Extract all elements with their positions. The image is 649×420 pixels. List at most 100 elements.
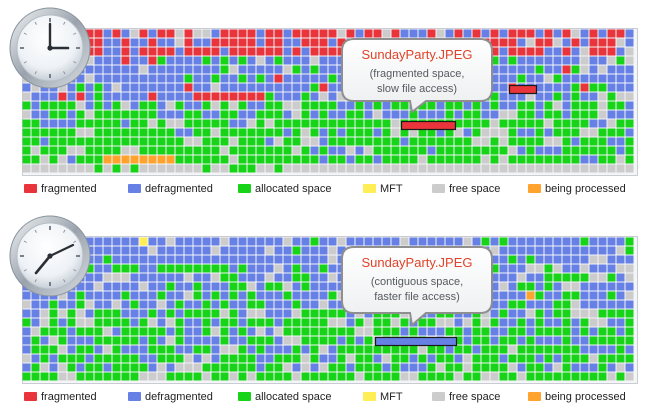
cluster-block [247,282,256,291]
cluster-block [598,255,607,264]
cluster-block [40,164,49,173]
cluster-block [319,309,328,318]
cluster-block [67,92,76,101]
cluster-block [364,237,373,246]
cluster-block [76,92,85,101]
cluster-block [562,47,571,56]
cluster-block [310,101,319,110]
cluster-block [229,273,238,282]
cluster-block [346,354,355,363]
cluster-block [283,47,292,56]
cluster-block [157,354,166,363]
cluster-block [157,146,166,155]
cluster-block [562,318,571,327]
cluster-block [103,282,112,291]
cluster-block [562,110,571,119]
cluster-block [220,74,229,83]
cluster-block [490,65,499,74]
cluster-block [256,101,265,110]
cluster-block [598,327,607,336]
cluster-block [625,128,634,137]
cluster-block [274,74,283,83]
cluster-block [535,47,544,56]
cluster-block [391,327,400,336]
cluster-block [220,146,229,155]
cluster-block [265,273,274,282]
cluster-block [292,237,301,246]
cluster-block [553,47,562,56]
cluster-block [22,300,31,309]
cluster-block [499,255,508,264]
cluster-block [175,264,184,273]
cluster-block [193,101,202,110]
cluster-block [130,237,139,246]
cluster-block [535,363,544,372]
cluster-block [229,128,238,137]
cluster-block [301,237,310,246]
cluster-block [220,282,229,291]
cluster-block [166,336,175,345]
cluster-block [319,354,328,363]
cluster-block [94,110,103,119]
cluster-block [346,101,355,110]
cluster-block [202,336,211,345]
cluster-block [562,309,571,318]
cluster-block [526,309,535,318]
cluster-block [490,56,499,65]
cluster-block [364,318,373,327]
cluster-block [364,101,373,110]
cluster-block [373,318,382,327]
cluster-block [337,128,346,137]
cluster-block [292,255,301,264]
cluster-block [157,282,166,291]
cluster-block [265,92,274,101]
cluster-block [130,65,139,74]
cluster-block [148,74,157,83]
cluster-block [337,146,346,155]
cluster-block [445,146,454,155]
cluster-block [571,65,580,74]
cluster-block [202,101,211,110]
cluster-block [598,137,607,146]
cluster-block [175,246,184,255]
cluster-block [301,372,310,381]
cluster-block [400,318,409,327]
cluster-block [544,65,553,74]
cluster-block [211,318,220,327]
cluster-block [130,354,139,363]
cluster-block [328,137,337,146]
cluster-block [490,83,499,92]
cluster-block [229,47,238,56]
callout-file-name: SundayParty.JPEG [361,255,473,270]
cluster-block [202,237,211,246]
cluster-block [607,137,616,146]
cluster-block [463,101,472,110]
cluster-block [184,273,193,282]
cluster-block [373,327,382,336]
cluster-block [463,354,472,363]
cluster-block [535,273,544,282]
cluster-block [355,354,364,363]
cluster-block [40,354,49,363]
cluster-block [580,119,589,128]
cluster-block [454,128,463,137]
cluster-block [247,38,256,47]
cluster-block [301,92,310,101]
cluster-block [562,273,571,282]
cluster-block [508,336,517,345]
cluster-block [247,164,256,173]
cluster-block [292,137,301,146]
cluster-block [103,363,112,372]
cluster-block [454,119,463,128]
cluster-block [544,345,553,354]
cluster-block [85,336,94,345]
cluster-block [490,273,499,282]
cluster-block [220,29,229,38]
cluster-block [184,246,193,255]
cluster-block [292,146,301,155]
cluster-block [472,336,481,345]
cluster-block [238,92,247,101]
cluster-block [121,309,130,318]
cluster-block [499,119,508,128]
cluster-block [67,336,76,345]
